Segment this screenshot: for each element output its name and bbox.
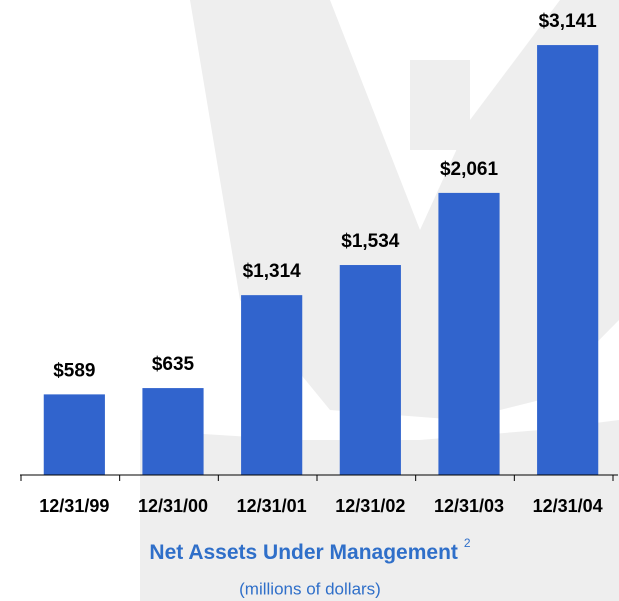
x-tick-label: 12/31/01 <box>237 496 307 516</box>
value-label: $2,061 <box>440 159 499 180</box>
x-tick-label: 12/31/99 <box>39 496 109 516</box>
value-label: $1,534 <box>341 231 400 252</box>
x-tick-label: 12/31/02 <box>335 496 405 516</box>
bar <box>142 388 204 475</box>
plot-area: 12/31/99 $589 12/31/00 $635 12/31/01 $1,314 12… <box>20 11 614 516</box>
value-label: $635 <box>152 354 195 375</box>
value-label: $3,141 <box>539 11 598 32</box>
value-label: $589 <box>53 360 95 381</box>
value-label: $1,314 <box>243 261 302 282</box>
chart-subtitle: (millions of dollars) <box>239 579 381 598</box>
bar <box>537 45 599 476</box>
chart-title: Net Assets Under Management 2 <box>149 536 470 563</box>
x-tick-label: 12/31/03 <box>434 496 504 516</box>
bar <box>43 394 105 475</box>
x-tick-label: 12/31/00 <box>138 496 208 516</box>
x-tick-label: 12/31/04 <box>533 496 603 516</box>
bar <box>241 295 303 475</box>
bar <box>438 192 500 475</box>
bar <box>339 265 401 475</box>
title-text: Net Assets Under Management <box>149 541 457 564</box>
title-note: 2 <box>464 536 471 550</box>
